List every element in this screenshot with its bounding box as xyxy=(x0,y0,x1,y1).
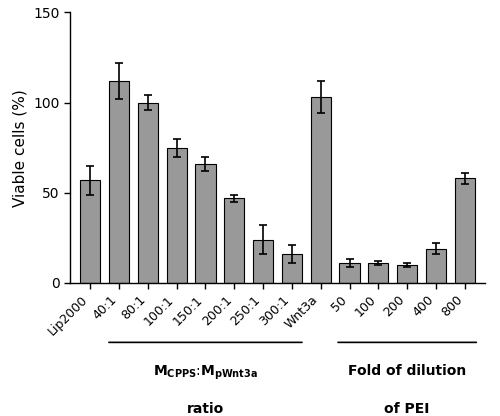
Bar xyxy=(138,103,158,283)
Bar xyxy=(253,240,273,283)
Bar xyxy=(310,97,331,283)
Text: Fold of dilution: Fold of dilution xyxy=(348,364,467,378)
Bar xyxy=(196,164,216,283)
Bar xyxy=(109,81,129,283)
Bar xyxy=(340,263,359,283)
Bar xyxy=(454,178,475,283)
Bar xyxy=(282,254,302,283)
Text: of PEI: of PEI xyxy=(384,402,430,416)
Text: ratio: ratio xyxy=(187,402,224,416)
Text: $\mathbf{M_{CPPS}}$:$\mathbf{M_{pWnt3a}}$: $\mathbf{M_{CPPS}}$:$\mathbf{M_{pWnt3a}}… xyxy=(153,364,258,382)
Y-axis label: Viable cells (%): Viable cells (%) xyxy=(12,89,28,207)
Bar xyxy=(426,249,446,283)
Bar xyxy=(397,265,417,283)
Bar xyxy=(224,198,244,283)
Bar xyxy=(166,148,186,283)
Bar xyxy=(80,180,100,283)
Bar xyxy=(368,263,388,283)
